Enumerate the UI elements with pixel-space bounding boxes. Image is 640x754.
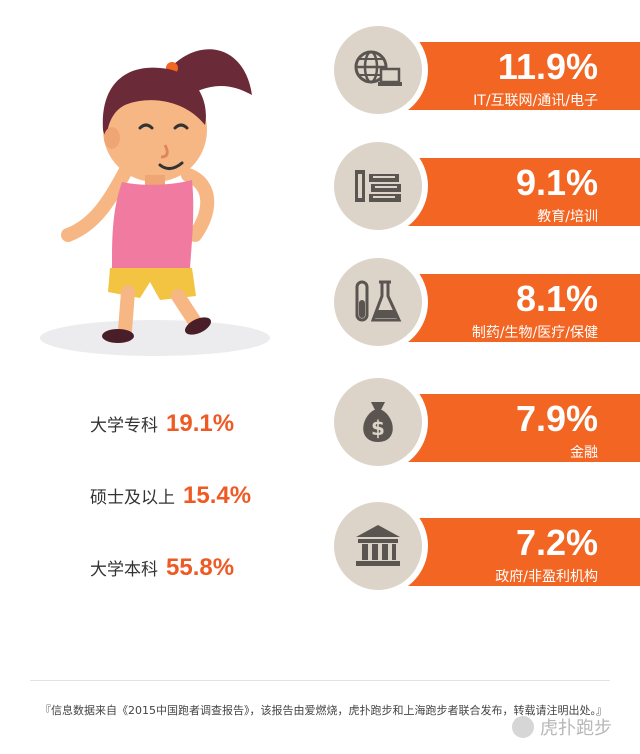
- industry-name: 制药/生物/医疗/保健: [471, 325, 598, 341]
- money-bag-icon: $: [363, 402, 393, 442]
- industry-item: 11.9% IT/互联网/通讯/电子: [310, 20, 640, 120]
- education-item: 大学本科 55.8%: [90, 554, 234, 582]
- industry-item: $ 7.9% 金融: [310, 372, 640, 472]
- industry-percentage: 7.2%: [515, 522, 598, 563]
- industry-percentage: 7.9%: [515, 398, 598, 439]
- industry-name: IT/互联网/通讯/电子: [473, 93, 598, 109]
- industry-icon-circle: [328, 20, 428, 120]
- education-item: 硕士及以上 15.4%: [90, 482, 251, 510]
- industry-icon-circle: $: [328, 372, 428, 472]
- industry-icon-circle: [328, 496, 428, 596]
- footer-divider: [30, 680, 610, 681]
- industry-name: 金融: [570, 445, 598, 461]
- education-value: 55.8%: [166, 554, 235, 581]
- education-label: 硕士及以上: [90, 488, 175, 508]
- industry-item: 9.1% 教育/培训: [310, 136, 640, 236]
- industry-icon-circle: [328, 136, 428, 236]
- industry-name: 政府/非盈利机构: [495, 569, 598, 585]
- globe-laptop-icon: [354, 50, 402, 86]
- books-icon: [355, 170, 401, 202]
- industry-item: 7.2% 政府/非盈利机构: [310, 496, 640, 596]
- industry-percentage: 8.1%: [515, 278, 598, 319]
- education-label: 大学专科: [90, 416, 158, 436]
- education-value: 15.4%: [183, 482, 252, 509]
- education-label: 大学本科: [90, 560, 158, 580]
- watermark-logo-icon: [512, 716, 534, 738]
- runner-girl-illustration: [40, 49, 270, 356]
- education-item: 大学专科 19.1%: [90, 410, 234, 438]
- industry-percentage: 11.9%: [497, 46, 598, 87]
- watermark-text: 虎扑跑步: [540, 718, 612, 739]
- industry-item: 8.1% 制药/生物/医疗/保健: [310, 252, 640, 352]
- education-value: 19.1%: [166, 410, 235, 437]
- government-building-icon: [356, 525, 400, 566]
- svg-text:$: $: [371, 416, 385, 440]
- watermark: 虎扑跑步: [512, 714, 612, 740]
- industry-name: 教育/培训: [537, 209, 598, 225]
- industry-icon-circle: [328, 252, 428, 352]
- source-note: 『信息数据来自《2015中国跑者调查报告》，该报告由爱燃烧，虎扑跑步和上海跑步者…: [40, 704, 607, 717]
- lab-flask-icon: [355, 280, 402, 322]
- industry-percentage: 9.1%: [515, 162, 598, 203]
